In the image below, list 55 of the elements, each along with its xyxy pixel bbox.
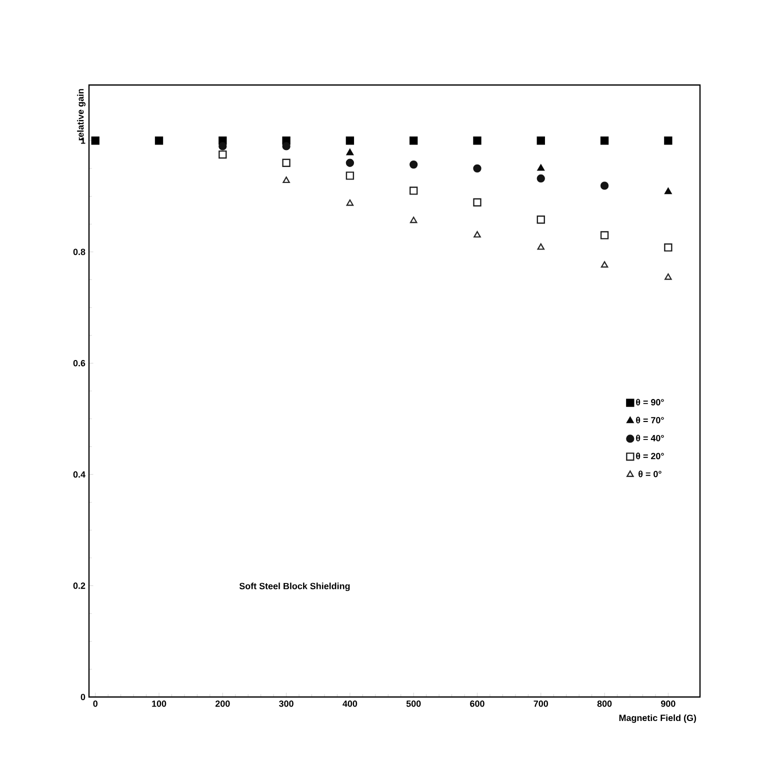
point bbox=[282, 176, 290, 184]
point bbox=[346, 199, 354, 206]
point bbox=[537, 164, 545, 171]
x-axis-title: Magnetic Field (G) bbox=[619, 714, 696, 723]
point bbox=[410, 186, 418, 195]
point bbox=[473, 198, 482, 206]
point bbox=[600, 231, 609, 240]
x-tick-label: 500 bbox=[406, 700, 421, 707]
point bbox=[282, 158, 290, 167]
point bbox=[346, 158, 354, 167]
y-tick-label: 0.8 bbox=[73, 248, 86, 256]
x-tick-label: 100 bbox=[152, 700, 166, 707]
x-tick-label: 400 bbox=[342, 700, 358, 707]
point bbox=[664, 243, 672, 252]
legend-label: θ = 40° bbox=[636, 434, 664, 442]
point bbox=[664, 136, 672, 145]
point bbox=[154, 136, 164, 145]
legend-label: θ = 20° bbox=[636, 452, 664, 460]
point bbox=[536, 216, 545, 224]
point bbox=[346, 136, 354, 145]
point bbox=[600, 182, 609, 190]
x-tick-label: 800 bbox=[597, 700, 612, 707]
x-tick-label: 300 bbox=[279, 700, 294, 707]
point bbox=[600, 261, 608, 268]
point bbox=[218, 150, 227, 159]
legend-label: θ = 70° bbox=[636, 416, 664, 424]
point bbox=[664, 273, 672, 280]
x-tick-label: 0 bbox=[93, 700, 98, 707]
point bbox=[346, 148, 354, 156]
point bbox=[410, 160, 418, 169]
point bbox=[600, 136, 609, 145]
point bbox=[218, 142, 227, 150]
legend-label: θ = 0° bbox=[638, 470, 662, 478]
point bbox=[474, 231, 481, 238]
y-tick-label: 0 bbox=[80, 694, 86, 700]
point bbox=[410, 216, 418, 224]
x-tick-label: 900 bbox=[661, 700, 676, 707]
annotation: Soft Steel Block Shielding bbox=[239, 582, 350, 592]
point bbox=[664, 188, 672, 194]
x-tick-label: 200 bbox=[215, 700, 230, 707]
point bbox=[537, 243, 545, 250]
point bbox=[282, 142, 290, 150]
point bbox=[91, 136, 100, 145]
y-tick-label: 0.2 bbox=[73, 582, 86, 589]
point bbox=[346, 172, 354, 180]
x-tick-label: 700 bbox=[534, 700, 548, 707]
point bbox=[473, 164, 482, 173]
legend-label: θ = 90° bbox=[636, 398, 664, 406]
point bbox=[536, 136, 545, 145]
point bbox=[410, 136, 418, 145]
y-tick-label: 0.4 bbox=[73, 471, 86, 478]
point bbox=[473, 136, 482, 145]
x-tick-label: 600 bbox=[470, 700, 484, 707]
y-tick-label: 0.6 bbox=[73, 360, 86, 366]
point bbox=[536, 174, 545, 183]
